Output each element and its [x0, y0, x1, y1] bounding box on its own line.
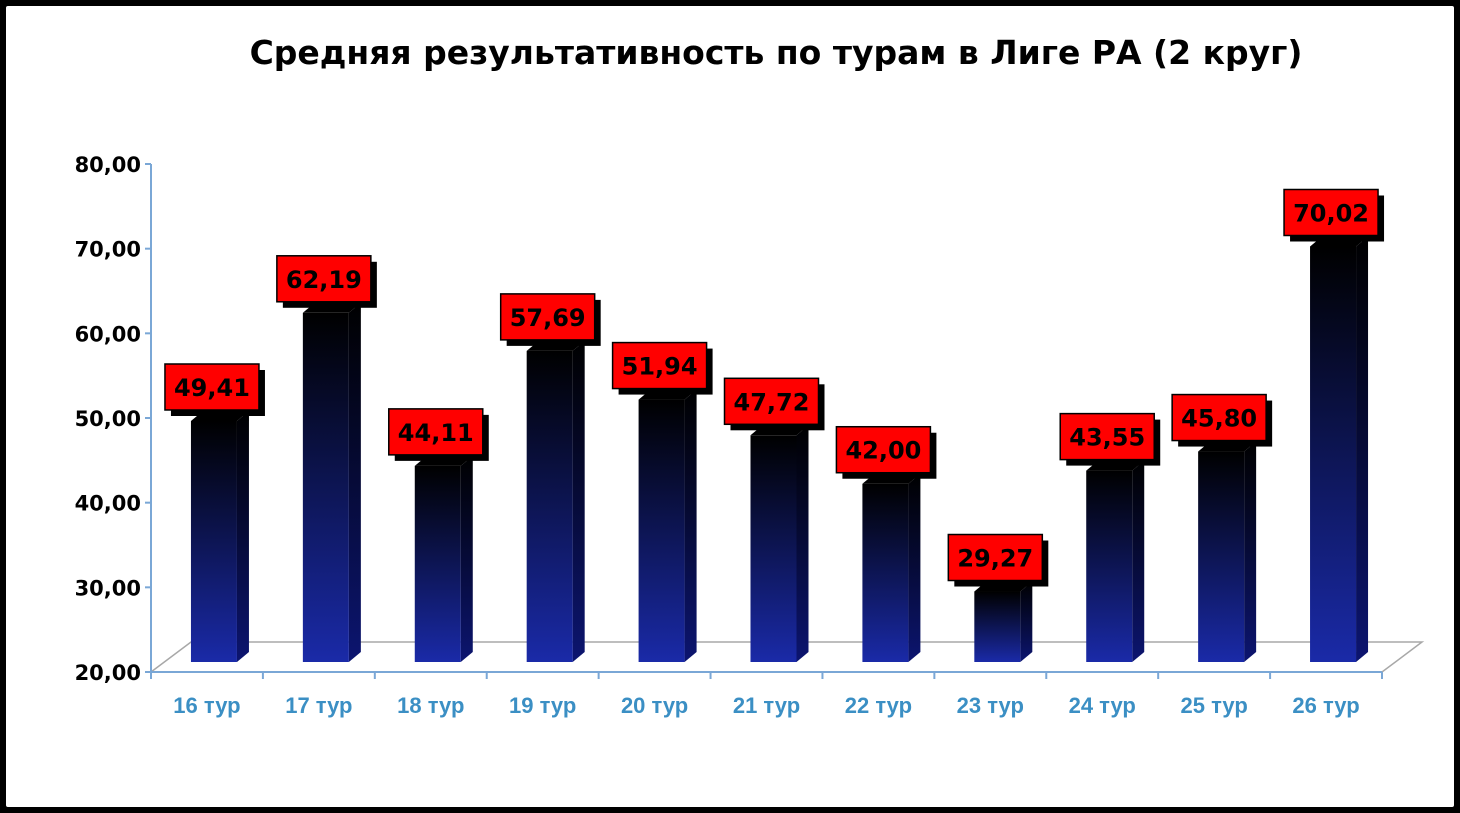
data-label-box: [1283, 188, 1379, 237]
data-label: 45,80: [1171, 393, 1273, 447]
data-label-box: [611, 341, 708, 390]
data-label-box: [1171, 393, 1267, 442]
data-label: 57,69: [499, 293, 601, 346]
chart-title: Средняя результативность по турам в Лиге…: [250, 33, 1303, 72]
bar: [1310, 236, 1369, 663]
bar-side: [460, 455, 473, 662]
data-label: 62,19: [276, 255, 377, 308]
x-tick-label: 19 тур: [509, 693, 576, 718]
bar: [974, 581, 1033, 662]
bars: [190, 236, 1369, 663]
bar: [1198, 441, 1257, 662]
bar-front: [862, 483, 909, 662]
data-label: 51,94: [611, 341, 713, 395]
data-label-text: 51,94: [622, 353, 698, 381]
data-label-text: 47,72: [734, 388, 810, 416]
bar: [526, 340, 585, 662]
data-label-text: 42,00: [845, 437, 921, 465]
bar: [1086, 460, 1145, 662]
bar-side: [1356, 236, 1369, 663]
data-label-text: 43,55: [1069, 424, 1145, 452]
x-tick-label: 16 тур: [173, 693, 240, 718]
x-tick-label: 23 тур: [957, 693, 1024, 718]
bar: [750, 425, 809, 662]
bar-front: [750, 435, 797, 662]
data-labels: 49,41 62,19 44,11 57,69 51,94 47,72 42,00 29,27…: [164, 188, 1385, 587]
bar-side: [1020, 581, 1033, 662]
data-label-text: 49,41: [174, 374, 250, 402]
data-label: 49,41: [164, 363, 265, 416]
bar-front: [1310, 246, 1357, 663]
y-tick-label: 70,00: [75, 238, 141, 262]
data-label: 70,02: [1283, 188, 1385, 242]
data-label-text: 45,80: [1181, 405, 1257, 433]
x-tick-label: 21 тур: [733, 693, 800, 718]
bar-chart: Средняя результативность по турам в Лиге…: [75, 33, 1425, 718]
data-label-box: [164, 363, 260, 411]
bar-front: [190, 420, 237, 662]
y-tick-label: 50,00: [75, 407, 141, 431]
data-label-box: [723, 377, 820, 426]
bar-front: [1086, 470, 1133, 662]
x-tick-label: 17 тур: [285, 693, 352, 718]
data-label-text: 62,19: [286, 266, 362, 294]
bar: [638, 389, 697, 662]
x-tick-label: 22 тур: [845, 693, 912, 718]
data-label-text: 44,11: [398, 419, 474, 447]
bar-front: [974, 591, 1021, 662]
x-tick-label: 18 тур: [397, 693, 464, 718]
bar-side: [684, 389, 697, 662]
data-label: 42,00: [835, 425, 937, 479]
y-tick-label: 30,00: [75, 576, 141, 600]
bar: [414, 455, 473, 662]
y-tick-label: 60,00: [75, 322, 141, 346]
bar-front: [414, 465, 461, 662]
data-label: 29,27: [947, 533, 1049, 587]
y-tick-label: 80,00: [75, 153, 141, 177]
bar-side: [796, 425, 809, 662]
data-label-text: 57,69: [510, 304, 586, 332]
data-label-box: [1059, 412, 1155, 461]
data-label-text: 70,02: [1293, 199, 1369, 227]
data-label-box: [835, 425, 932, 474]
bar-side: [908, 473, 921, 662]
bar-front: [1198, 451, 1245, 662]
bar-side: [1132, 460, 1145, 662]
data-label: 47,72: [723, 377, 825, 431]
y-tick-label: 40,00: [75, 492, 141, 516]
bar: [862, 473, 921, 662]
data-label-box: [276, 255, 372, 303]
bar-side: [572, 340, 585, 662]
bar: [190, 410, 249, 662]
bar-side: [236, 410, 249, 662]
bar-front: [526, 350, 573, 662]
y-tick-label: 20,00: [75, 661, 141, 685]
bar-side: [1244, 441, 1257, 662]
data-label-box: [947, 533, 1044, 582]
bar-side: [348, 302, 361, 662]
x-tick-label: 20 тур: [621, 693, 688, 718]
data-label-text: 29,27: [957, 545, 1033, 573]
data-label-box: [499, 293, 596, 341]
chart-frame: Средняя результативность по турам в Лиге…: [4, 4, 1456, 809]
x-tick-label: 26 тур: [1292, 693, 1359, 718]
x-tick-label: 25 тур: [1180, 693, 1247, 718]
data-label-box: [388, 408, 484, 456]
bar-front: [302, 312, 349, 662]
data-label: 43,55: [1059, 412, 1161, 466]
bar-front: [638, 399, 685, 662]
bar: [302, 302, 361, 662]
data-label: 44,11: [388, 408, 489, 461]
x-tick-label: 24 тур: [1069, 693, 1136, 718]
